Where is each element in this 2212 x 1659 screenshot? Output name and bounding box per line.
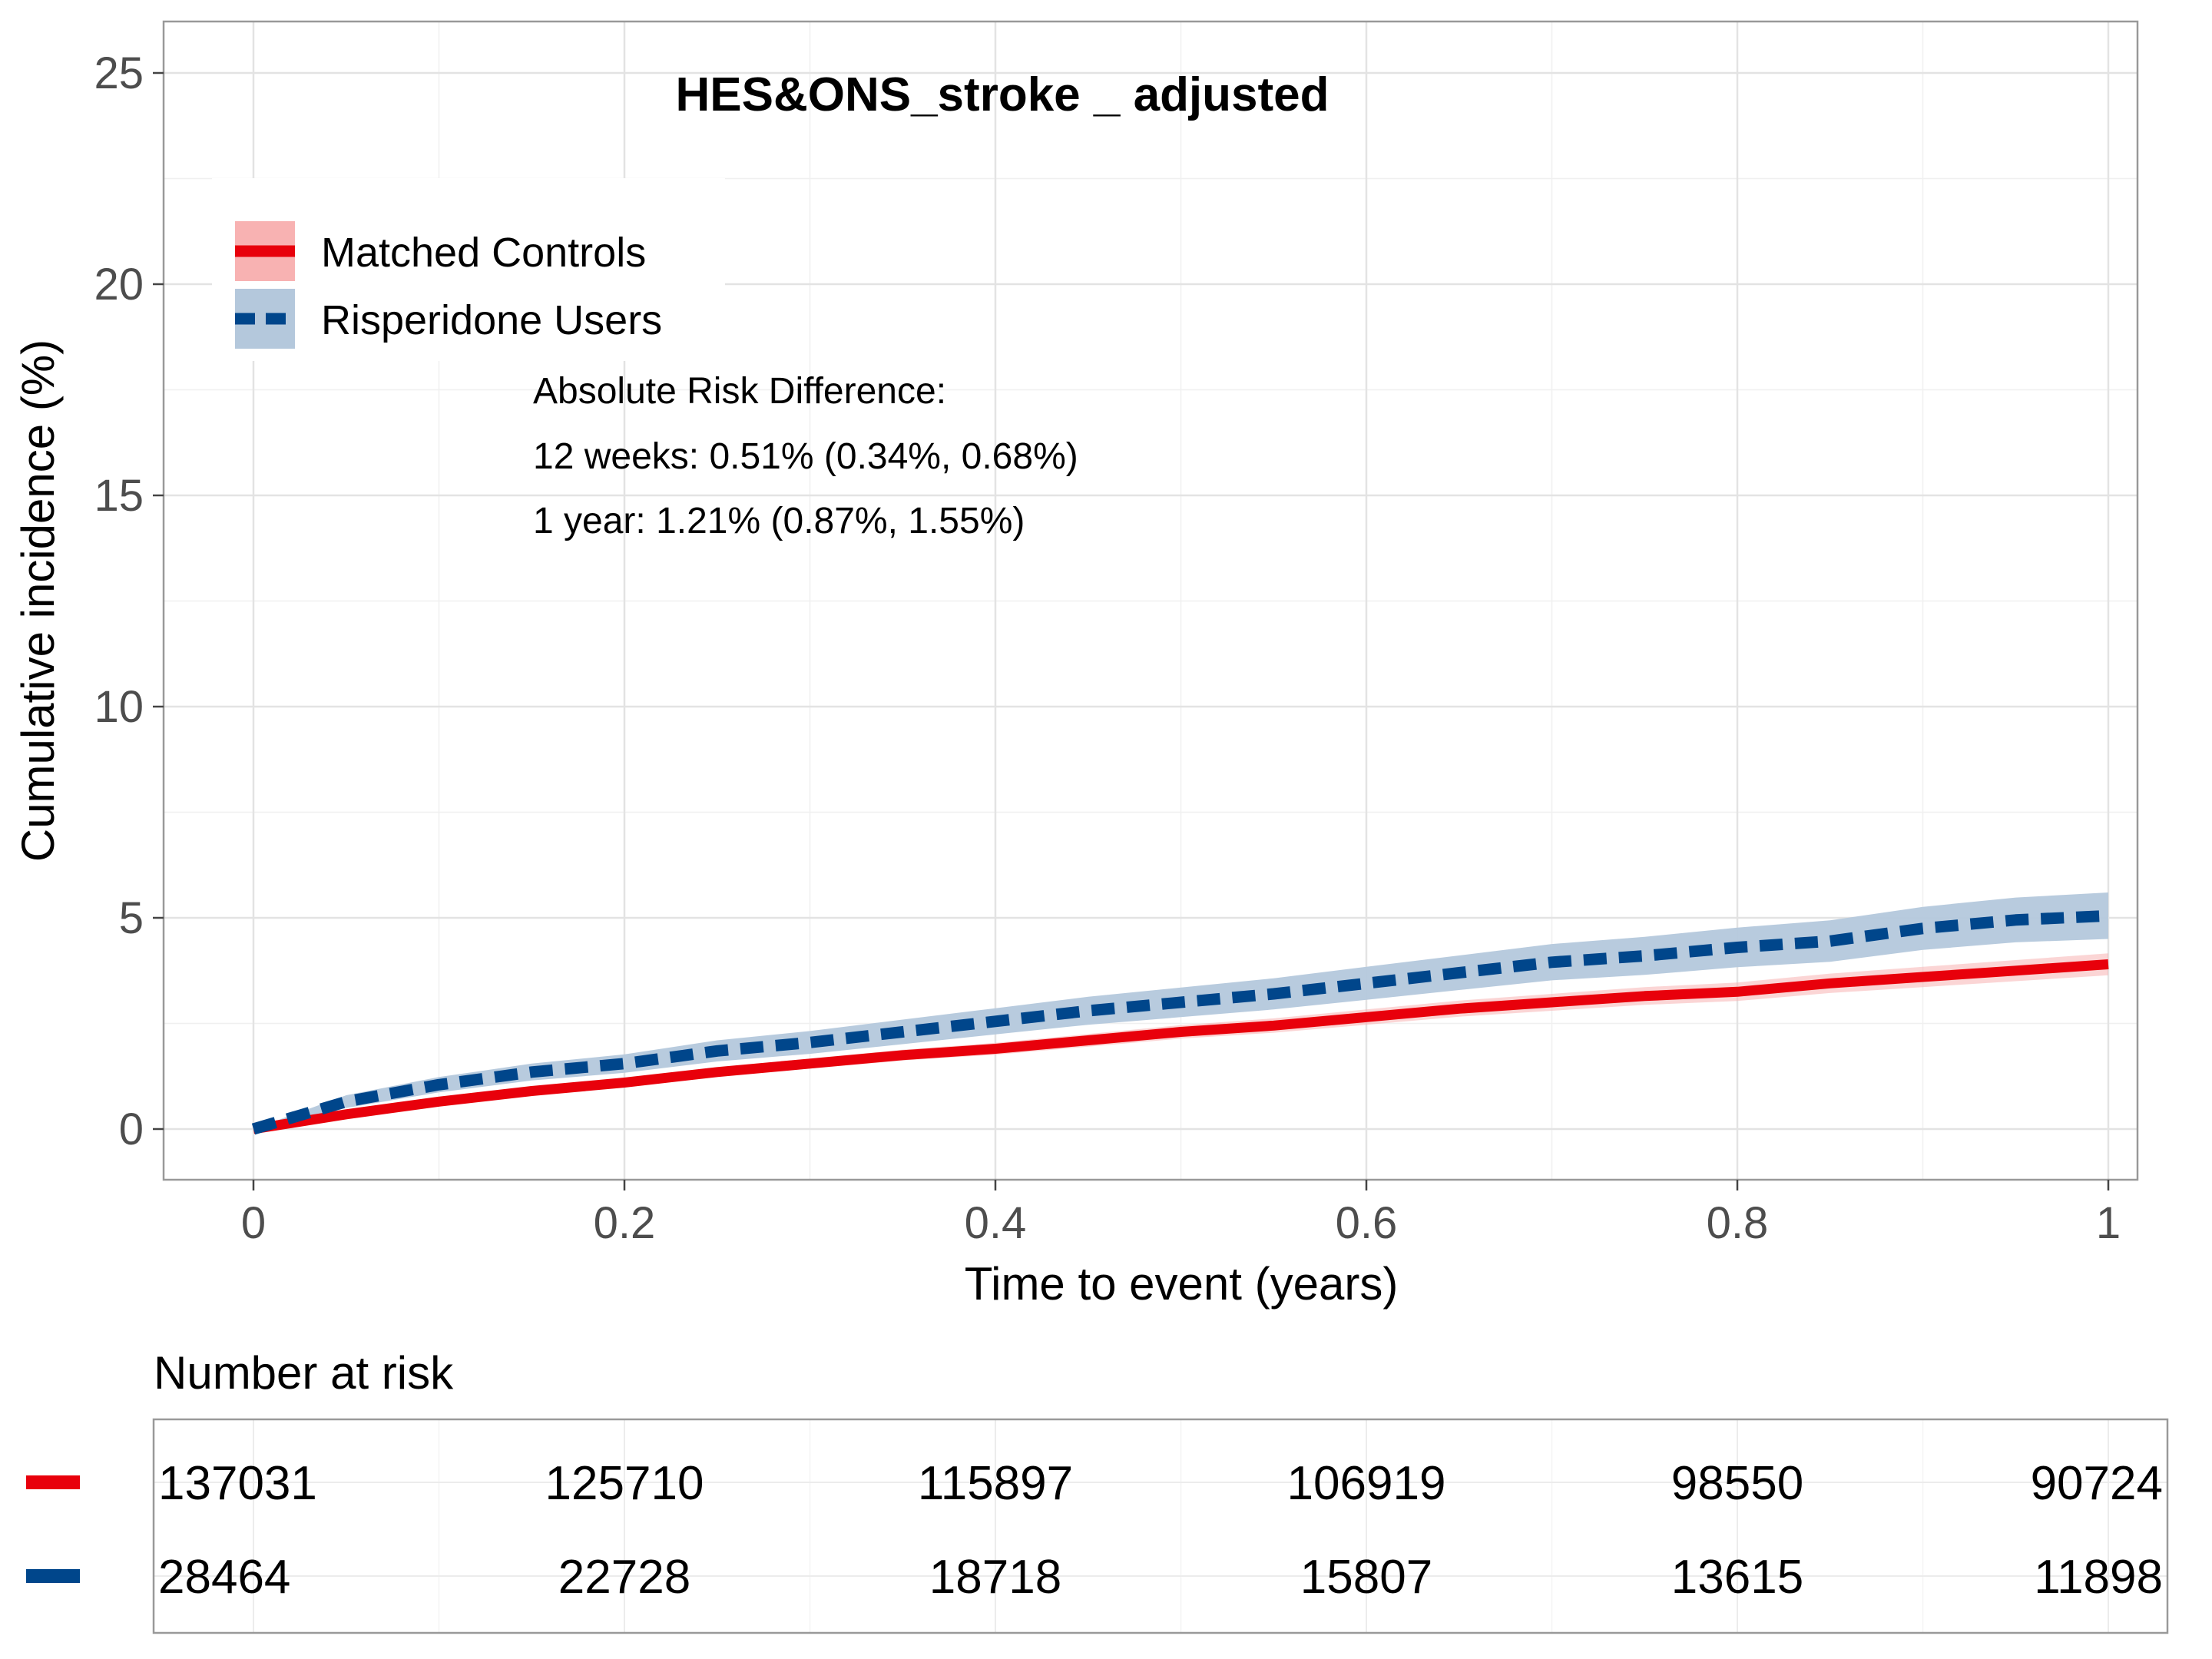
y-tick-label: 10 [94,682,144,732]
x-tick-label: 0.2 [594,1198,656,1248]
risk-value: 115897 [918,1457,1073,1510]
annotation-line: Absolute Risk Difference: [533,371,946,412]
y-axis: 0 5 10 15 20 25 [94,48,164,1154]
y-tick-label: 5 [119,893,144,943]
x-tick-label: 0.8 [1707,1198,1769,1248]
risk-value: 22728 [558,1551,690,1604]
y-axis-title: Cumulative incidence (%) [12,339,64,862]
risk-value: 125710 [545,1457,704,1510]
series-lines [251,909,2109,1135]
y-tick-label: 25 [94,48,144,98]
ci-band-risperidone-users [253,892,2108,1129]
minor-gridlines [164,22,2137,1180]
legend-label-risperidone-users: Risperidone Users [321,297,662,343]
risk-value: 15807 [1300,1551,1432,1604]
risk-value: 90724 [2031,1457,2163,1510]
risk-table-title: Number at risk [154,1347,454,1399]
y-tick-label: 0 [119,1104,144,1154]
x-axis-title: Time to event (years) [965,1258,1399,1310]
plot-border [162,20,2139,1181]
plot-panel [162,20,2139,1181]
legend-key-risperidone-users [235,289,295,349]
risk-table-border [152,1418,2169,1634]
legend-background [212,178,725,361]
legend-key-matched-controls [235,221,295,281]
x-tick-label: 0.6 [1336,1198,1398,1248]
legend-label-matched-controls: Matched Controls [321,230,646,276]
x-tick-label: 0 [241,1198,266,1248]
risk-table-keys [26,1475,80,1583]
risk-table-grid [154,1419,2167,1633]
series-line-matched-controls [252,959,2109,1134]
x-tick-label: 1 [2096,1198,2121,1248]
risk-value: 11898 [2034,1551,2163,1604]
legend: Matched Controls Risperidone Users [212,178,725,361]
risk-value: 98550 [1671,1457,1803,1510]
y-tick-label: 15 [94,471,144,521]
risk-difference-annotation: Absolute Risk Difference: 12 weeks: 0.51… [533,371,1078,541]
risk-value: 18718 [929,1551,1061,1604]
series-line-risperidone-users [251,909,2109,1135]
risk-value: 106919 [1287,1457,1446,1510]
annotation-line: 1 year: 1.21% (0.87%, 1.55%) [533,501,1025,541]
risk-value: 137031 [158,1457,317,1510]
risk-table: Number at risk 137031 125710 115897 106919 9… [26,1347,2169,1634]
x-axis: 0 0.2 0.4 0.6 0.8 1 [241,1180,2121,1248]
risk-value: 28464 [158,1551,290,1604]
risk-value: 13615 [1671,1551,1803,1604]
annotation-line: 12 weeks: 0.51% (0.34%, 0.68%) [533,436,1078,477]
chart-title: HES&ONS_stroke _ adjusted [675,68,1329,121]
y-tick-label: 20 [94,260,144,310]
risk-table-values: 137031 125710 115897 106919 98550 90724 28464 2… [158,1457,2163,1604]
x-tick-label: 0.4 [965,1198,1027,1248]
